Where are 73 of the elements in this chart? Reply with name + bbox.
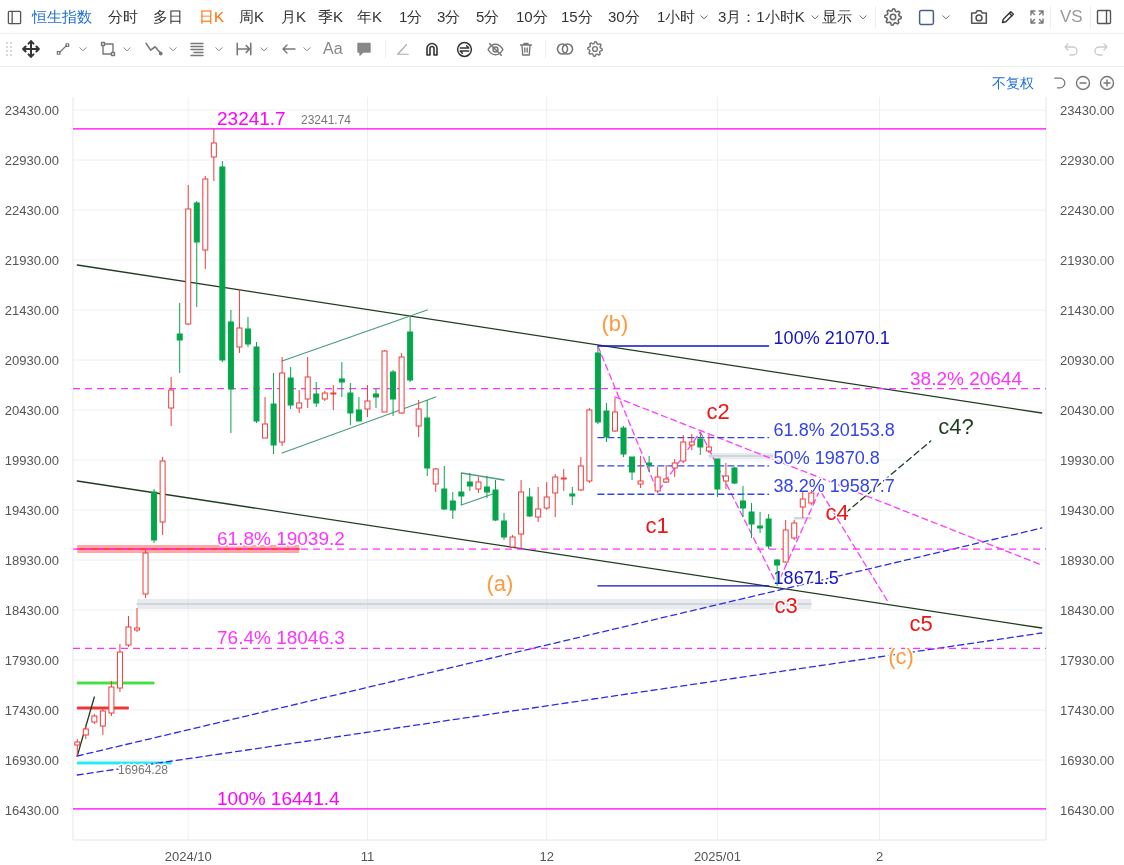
x-tick-label: 2025/01: [693, 849, 741, 865]
y2-tick-label: 23430.00: [1060, 102, 1115, 118]
y2-tick-label: 19930.00: [1060, 452, 1115, 468]
chart-title: 恒生指数: [32, 8, 92, 26]
text: 日K: [199, 8, 225, 26]
y2-tick-label: 20430.00: [1060, 402, 1115, 418]
annotation: 23241.74: [300, 113, 352, 127]
y2-tick-label: 16930.00: [1060, 752, 1115, 768]
text: 15分: [561, 8, 593, 26]
text: 10分: [516, 8, 548, 26]
y2-tick-label: 21930.00: [1060, 252, 1115, 268]
y-tick-label: 16430.00: [4, 802, 59, 818]
y-tick-label: 22430.00: [4, 202, 59, 218]
y-tick-label: 23430.00: [4, 102, 59, 118]
x-tick-label: 11: [360, 849, 375, 865]
y-tick-label: 19430.00: [4, 502, 59, 518]
y-tick-label: 16930.00: [4, 752, 59, 768]
text: 周K: [239, 8, 265, 26]
y-tick-label: 17430.00: [4, 702, 59, 718]
x-tick-label: 12: [539, 849, 554, 865]
text: 分时: [108, 8, 138, 26]
y-tick-label: 21430.00: [4, 302, 59, 318]
annotation: 16964.28: [117, 762, 169, 777]
series-label: 61.8% 20153.8: [773, 419, 895, 440]
y2-tick-label: 17430.00: [1060, 702, 1115, 718]
y2-tick-label: 19430.00: [1060, 502, 1115, 518]
y2-tick-label: 20930.00: [1060, 352, 1115, 368]
ref-line-label: 23241.7: [217, 107, 286, 129]
annotation: c3: [774, 592, 798, 618]
text: 显示: [822, 8, 852, 26]
ref-line-label: 38.2% 20644: [910, 367, 1023, 389]
annotation: (b): [601, 310, 629, 336]
annotation: c5: [909, 610, 933, 636]
y-tick-label: 22930.00: [4, 152, 59, 168]
text: 30分: [608, 8, 640, 26]
text: 5分: [476, 8, 500, 26]
text: 多日: [153, 8, 183, 26]
y2-tick-label: 17930.00: [1060, 652, 1115, 668]
text: Aa: [323, 40, 343, 58]
x-tick-label: 2024/10: [164, 849, 212, 865]
y2-tick-label: 18930.00: [1060, 552, 1115, 568]
y-tick-label: 17930.00: [4, 652, 59, 668]
y-tick-label: 19930.00: [4, 452, 59, 468]
text: 季K: [318, 8, 344, 26]
ref-line-label: 100% 16441.4: [217, 787, 340, 809]
y-tick-label: 20430.00: [4, 402, 59, 418]
y2-tick-label: 16430.00: [1060, 802, 1115, 818]
y-tick-label: 18430.00: [4, 602, 59, 618]
ref-line-label: 76.4% 18046.3: [217, 627, 345, 649]
annotation: (a): [486, 570, 514, 596]
text: 1小时: [657, 8, 696, 26]
text: 年K: [357, 8, 383, 26]
y-tick-label: 21930.00: [4, 252, 59, 268]
text: VS: [1060, 7, 1083, 26]
annotation: c4?: [938, 413, 974, 439]
text: 3月：1小时K: [718, 8, 805, 26]
annotation: c1: [645, 512, 669, 538]
y2-tick-label: 22930.00: [1060, 152, 1115, 168]
y-tick-label: 18930.00: [4, 552, 59, 568]
y2-tick-label: 18430.00: [1060, 602, 1115, 618]
annotation: c4: [825, 499, 849, 525]
series-label: 100% 21070.1: [773, 327, 890, 348]
text: 3分: [437, 8, 461, 26]
series-label: 50% 19870.8: [773, 447, 880, 468]
ref-line-label: 61.8% 19039.2: [217, 528, 345, 550]
text: 1分: [399, 8, 423, 26]
y2-tick-label: 22430.00: [1060, 202, 1115, 218]
y2-tick-label: 21430.00: [1060, 302, 1115, 318]
y-tick-label: 20930.00: [4, 352, 59, 368]
annotation: c2: [706, 398, 730, 424]
x-tick-label: 2: [875, 849, 884, 865]
text: 不复权: [992, 74, 1034, 92]
text: 月K: [281, 8, 307, 26]
